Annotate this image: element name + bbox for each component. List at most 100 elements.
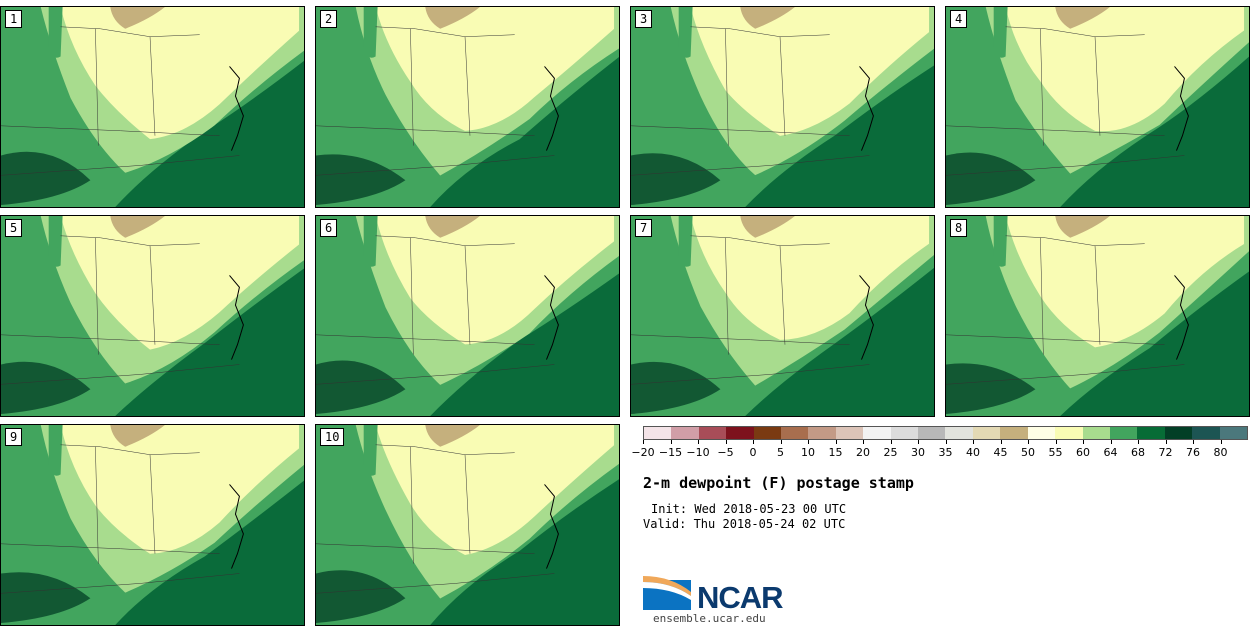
colorbar-tick — [1138, 440, 1139, 444]
ncar-logo-text: NCAR — [697, 580, 784, 615]
colorbar — [643, 426, 1248, 440]
colorbar-tick-label: 35 — [938, 446, 953, 459]
colorbar-swatch — [781, 427, 809, 439]
colorbar-swatch — [918, 427, 946, 439]
ncar-logo-icon — [643, 576, 691, 610]
colorbar-tick-label: 5 — [777, 446, 784, 459]
colorbar-tick — [945, 440, 947, 444]
member-number: 1 — [5, 10, 23, 28]
member-number: 7 — [635, 219, 653, 237]
colorbar-tick — [863, 440, 864, 444]
valid-time: Valid: Thu 2018-05-24 02 UTC — [643, 517, 846, 531]
colorbar-tick-label: 64 — [1103, 446, 1118, 459]
colorbar-swatch — [753, 427, 782, 439]
colorbar-tick — [890, 440, 892, 444]
colorbar-swatch — [698, 427, 727, 439]
dewpoint-map — [946, 7, 1249, 207]
colorbar-tick — [725, 440, 727, 444]
map-panel: 1 — [0, 6, 305, 208]
colorbar-tick — [835, 440, 837, 444]
colorbar-swatch — [890, 427, 919, 439]
colorbar-tick-label: 10 — [801, 446, 815, 459]
member-number: 6 — [320, 219, 338, 237]
map-panel: 2 — [315, 6, 620, 208]
member-number: 2 — [320, 10, 338, 28]
colorbar-swatch — [726, 427, 754, 439]
map-panel: 5 — [0, 215, 305, 417]
colorbar-tick-label: 30 — [911, 446, 925, 459]
map-panel: 10 — [315, 424, 620, 626]
colorbar-swatch — [1219, 427, 1247, 439]
init-time: Init: Wed 2018-05-23 00 UTC — [651, 502, 847, 516]
colorbar-tick — [1000, 440, 1002, 444]
member-number: 8 — [950, 219, 968, 237]
colorbar-swatch — [808, 427, 836, 439]
map-panel: 9 — [0, 424, 305, 626]
member-number: 4 — [950, 10, 968, 28]
colorbar-tick-label: −20 — [631, 446, 655, 459]
colorbar-tick — [670, 440, 672, 444]
colorbar-swatch — [644, 427, 672, 439]
chart-title: 2-m dewpoint (F) postage stamp — [643, 474, 914, 492]
colorbar-tick-label: 40 — [966, 446, 980, 459]
colorbar-swatch — [1055, 427, 1083, 439]
colorbar-swatch — [1109, 427, 1138, 439]
colorbar-tick — [1083, 440, 1084, 444]
colorbar-tick — [1165, 440, 1167, 444]
colorbar-tick-label: 25 — [883, 446, 898, 459]
member-number: 5 — [5, 219, 23, 237]
colorbar-swatch — [1000, 427, 1028, 439]
colorbar-tick-label: 76 — [1186, 446, 1200, 459]
colorbar-tick — [1055, 440, 1057, 444]
colorbar-tick-label: 50 — [1021, 446, 1035, 459]
colorbar-tick — [918, 440, 919, 444]
colorbar-swatch — [945, 427, 973, 439]
colorbar-tick — [973, 440, 974, 444]
colorbar-swatch — [835, 427, 864, 439]
dewpoint-map — [631, 216, 934, 416]
dewpoint-map — [946, 216, 1249, 416]
colorbar-swatch — [863, 427, 891, 439]
colorbar-swatch — [1192, 427, 1220, 439]
colorbar-swatch — [1137, 427, 1165, 439]
colorbar-swatch — [1164, 427, 1193, 439]
colorbar-tick — [1193, 440, 1194, 444]
colorbar-tick — [808, 440, 809, 444]
colorbar-tick — [753, 440, 754, 444]
dewpoint-map — [316, 216, 619, 416]
colorbar-swatch — [1027, 427, 1056, 439]
map-panel: 3 — [630, 6, 935, 208]
colorbar-swatch — [671, 427, 699, 439]
colorbar-tick — [643, 440, 644, 444]
colorbar-tick — [698, 440, 699, 444]
map-panel: 8 — [945, 215, 1250, 417]
colorbar-tick — [1220, 440, 1222, 444]
map-panel: 6 — [315, 215, 620, 417]
colorbar-tick-label: −5 — [717, 446, 734, 459]
colorbar-tick-label: 55 — [1048, 446, 1063, 459]
member-number: 3 — [635, 10, 653, 28]
colorbar-tick — [1110, 440, 1112, 444]
colorbar-tick-label: −10 — [686, 446, 710, 459]
source-url: ensemble.ucar.edu — [653, 612, 766, 625]
dewpoint-map — [631, 7, 934, 207]
colorbar-tick — [1028, 440, 1029, 444]
dewpoint-map — [1, 216, 304, 416]
colorbar-tick-label: 15 — [828, 446, 843, 459]
colorbar-tick-label: 80 — [1213, 446, 1228, 459]
map-panel: 4 — [945, 6, 1250, 208]
colorbar-tick-label: 20 — [856, 446, 870, 459]
colorbar-tick-label: 60 — [1076, 446, 1090, 459]
colorbar-swatch — [972, 427, 1001, 439]
colorbar-tick — [780, 440, 782, 444]
dewpoint-map — [316, 425, 619, 625]
dewpoint-map — [1, 425, 304, 625]
member-number: 10 — [320, 428, 345, 446]
member-number: 9 — [5, 428, 23, 446]
colorbar-tick-label: −15 — [658, 446, 683, 459]
colorbar-tick-label: 68 — [1131, 446, 1145, 459]
dewpoint-map — [1, 7, 304, 207]
colorbar-tick-label: 72 — [1158, 446, 1173, 459]
colorbar-tick-label: 0 — [749, 446, 757, 459]
colorbar-swatch — [1082, 427, 1110, 439]
